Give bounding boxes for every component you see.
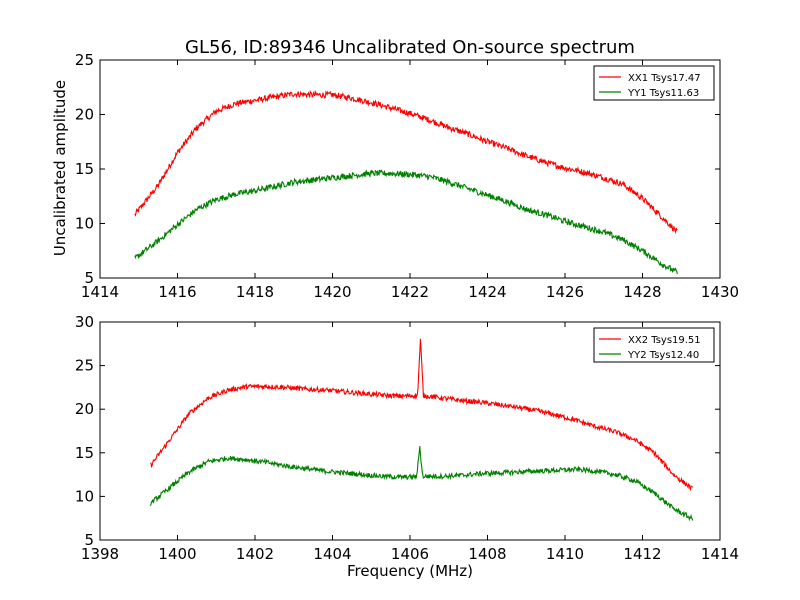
x-tick-label: 1408 [468, 545, 506, 563]
x-tick-label: 1400 [158, 545, 196, 563]
series-line-xx2 [150, 338, 694, 492]
y-tick-label: 25 [75, 357, 94, 375]
top-panel: 1414 1416 1418 1420 1422 1424 1426 1428 1430 5 10 1… [75, 51, 739, 301]
x-tick-label: 1404 [313, 545, 351, 563]
series-line-xx1 [134, 89, 678, 235]
y-tick-label: 10 [75, 215, 94, 233]
chart-title: GL56, ID:89346 Uncalibrated On-source sp… [185, 37, 635, 58]
y-tick-label: 15 [75, 160, 94, 178]
x-tick-label: 1412 [623, 545, 661, 563]
x-axis-label: Frequency (MHz) [347, 562, 473, 580]
legend: XX2 Tsys19.51 YY2 Tsys12.40 [593, 327, 715, 363]
y-tick-label: 15 [75, 444, 94, 462]
x-tick-label: 1416 [158, 283, 196, 301]
bottom-panel: 1398 1400 1402 1404 1406 1408 1410 1412 1414 5 10 1… [75, 313, 739, 563]
x-tick-label: 1398 [81, 545, 119, 563]
y-tick-label: 30 [75, 313, 94, 331]
legend-label: YY2 Tsys12.40 [627, 350, 699, 361]
legend-label: YY1 Tsys11.63 [627, 88, 699, 99]
x-tick-label: 1422 [391, 283, 429, 301]
y-tick-label: 25 [75, 51, 94, 69]
x-tick-label: 1418 [236, 283, 274, 301]
y-tick-label: 5 [84, 531, 94, 549]
y-tick-label: 5 [84, 269, 94, 287]
x-tick-label: 1428 [623, 283, 661, 301]
x-tick-label: 1406 [391, 545, 429, 563]
x-tick-label: 1430 [701, 283, 739, 301]
series-line-yy2 [149, 446, 694, 522]
legend: XX1 Tsys17.47 YY1 Tsys11.63 [593, 65, 715, 101]
x-tick-label: 1420 [313, 283, 351, 301]
y-tick-label: 10 [75, 487, 94, 505]
legend-label: XX1 Tsys17.47 [628, 73, 701, 84]
x-tick-label: 1414 [81, 283, 119, 301]
x-tick-label: 1402 [236, 545, 274, 563]
y-axis-label: Uncalibrated amplitude [51, 80, 69, 256]
y-tick-label: 20 [75, 106, 94, 124]
x-tick-label: 1414 [701, 545, 739, 563]
x-tick-label: 1410 [546, 545, 584, 563]
x-tick-label: 1424 [468, 283, 506, 301]
series-line-yy1 [134, 169, 678, 275]
legend-label: XX2 Tsys19.51 [628, 335, 701, 346]
x-tick-label: 1426 [546, 283, 584, 301]
y-tick-label: 20 [75, 400, 94, 418]
